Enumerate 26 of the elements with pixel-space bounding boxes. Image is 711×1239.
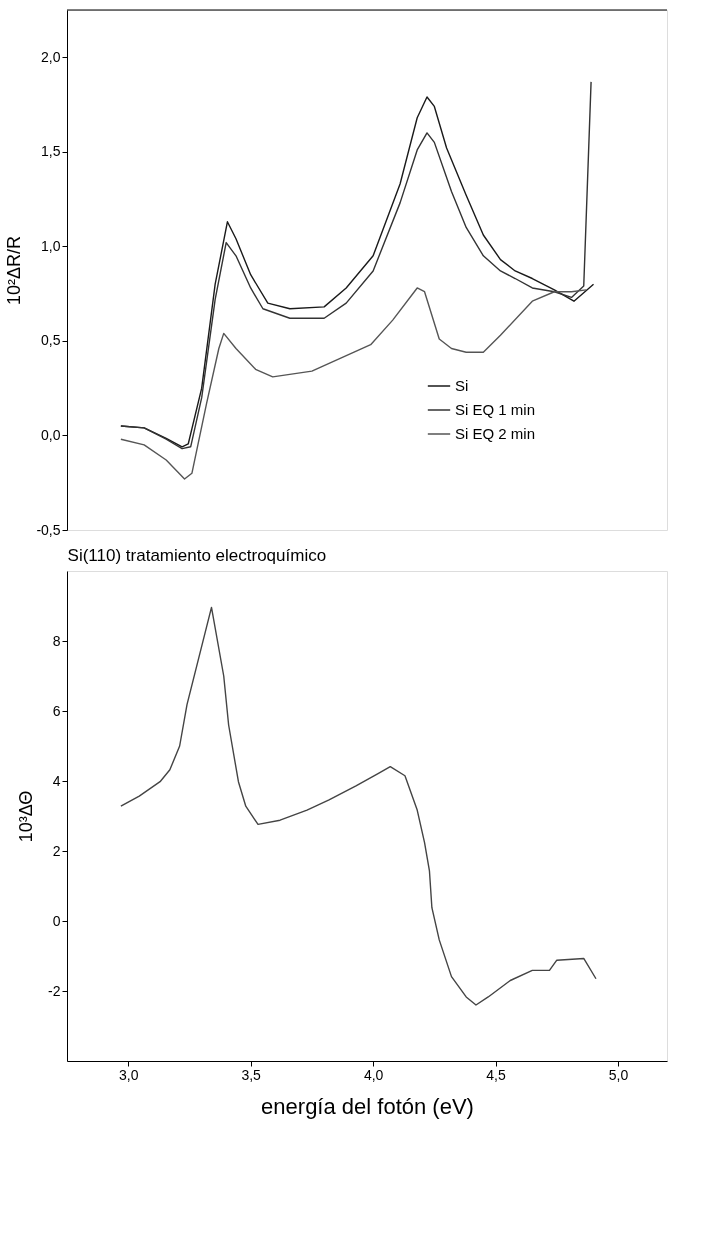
y-tick-label: 6 — [52, 702, 61, 719]
y-tick-label: 8 — [52, 632, 61, 649]
y-tick-label: 0 — [52, 912, 61, 929]
x-axis-title: energía del fotón (eV) — [261, 1093, 474, 1119]
legend-label: Si EQ 2 min — [455, 425, 536, 442]
legend-label: Si EQ 1 min — [455, 401, 536, 418]
line-series — [120, 606, 597, 1006]
legend-label: Si — [455, 377, 469, 394]
y-axis-title: 10²ΔR/R — [4, 235, 25, 306]
x-tick-label: 5,0 — [608, 1066, 629, 1083]
x-tick-label: 3,5 — [241, 1066, 262, 1083]
y-tick-label: 0,5 — [41, 332, 61, 349]
x-tick-label: 3,0 — [118, 1066, 139, 1083]
y-tick-label: 2,0 — [41, 48, 61, 65]
y-tick-label: 4 — [52, 772, 61, 789]
chart-title: Si(110) tratamiento electroquímico — [67, 546, 327, 565]
y-tick-label: 1,0 — [41, 237, 61, 254]
y-tick-label: -0,5 — [36, 521, 61, 538]
y-tick-label: 1,5 — [41, 143, 61, 160]
y-axis-title: 10³ΔΘ — [16, 790, 37, 843]
x-tick-label: 4,0 — [363, 1066, 384, 1083]
line-series — [120, 287, 587, 480]
y-tick-label: 2 — [52, 842, 61, 859]
x-tick-label: 4,5 — [486, 1066, 507, 1083]
y-tick-label: -2 — [48, 982, 61, 999]
y-tick-label: 0,0 — [41, 426, 61, 443]
